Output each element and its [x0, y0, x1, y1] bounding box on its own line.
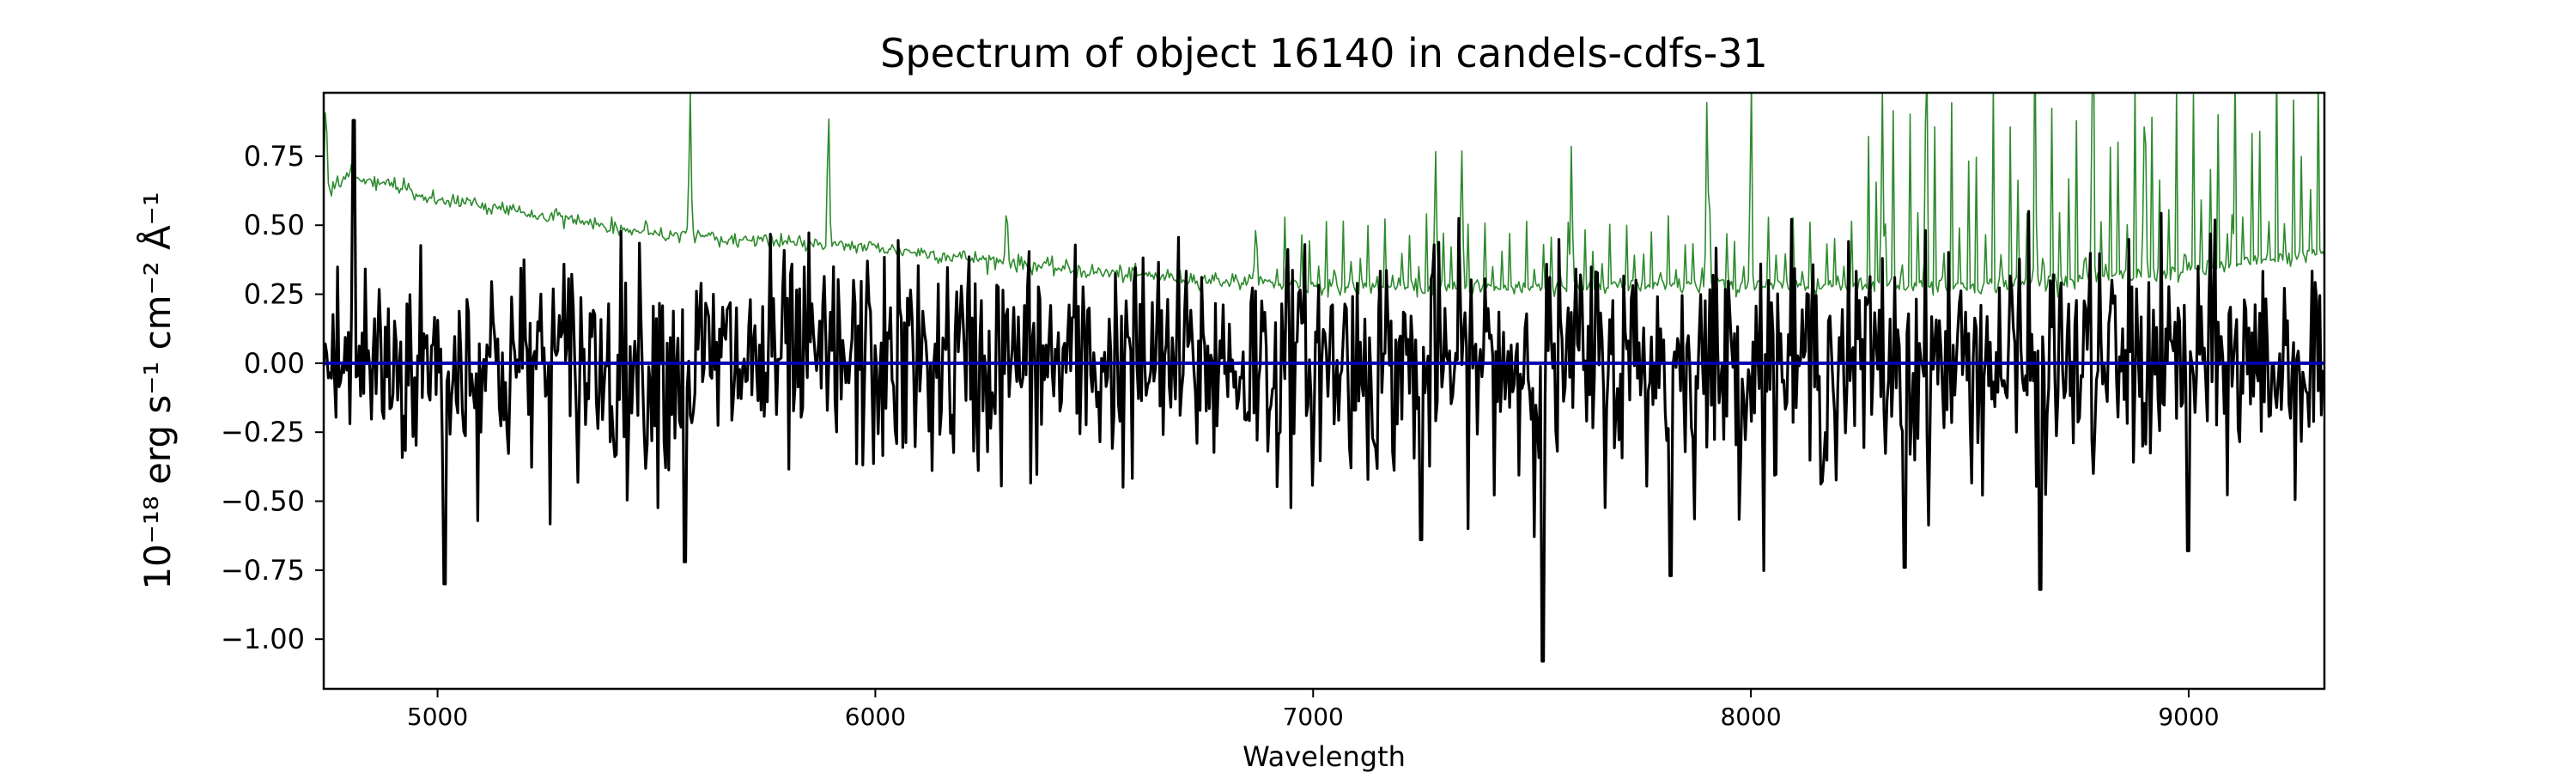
y-tick-label: 0.25 — [244, 278, 305, 311]
y-tick-label: −0.50 — [221, 485, 305, 518]
y-tick-label: 0.75 — [244, 140, 305, 173]
flux-spectrum-line — [324, 119, 2324, 663]
y-tick-label: −0.25 — [221, 416, 305, 448]
y-tick-label: 0.50 — [244, 209, 305, 241]
y-axis-label: 10⁻¹⁸ erg s⁻¹ cm⁻² Å⁻¹ — [136, 192, 179, 589]
x-tick-label: 6000 — [845, 703, 906, 731]
x-axis-ticks: 5000 6000 7000 8000 9000 — [407, 689, 2220, 731]
x-tick-label: 8000 — [1720, 703, 1781, 731]
plot-area — [324, 93, 2324, 663]
y-axis-ticks: −1.00 −0.75 −0.50 −0.25 0.00 0.25 0.50 0.75 — [221, 140, 324, 655]
y-tick-label: −1.00 — [221, 623, 305, 655]
x-tick-label: 9000 — [2158, 703, 2219, 731]
x-axis-label: Wavelength — [1242, 740, 1406, 773]
plot-frame — [322, 91, 2326, 691]
y-tick-label: −0.75 — [221, 554, 305, 587]
error-spectrum-line — [324, 93, 2324, 298]
x-tick-label: 7000 — [1283, 703, 1344, 731]
chart-title: Spectrum of object 16140 in candels-cdfs… — [880, 30, 1768, 76]
x-tick-label: 5000 — [407, 703, 468, 731]
y-tick-label: 0.00 — [244, 347, 305, 380]
